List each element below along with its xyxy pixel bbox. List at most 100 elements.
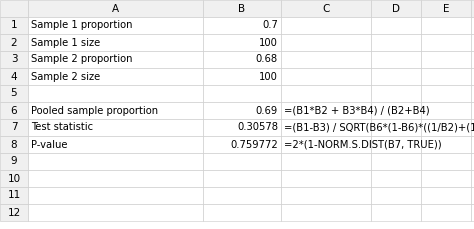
Text: Sample 2 proportion: Sample 2 proportion [31, 55, 133, 65]
Bar [28, 119, 203, 136]
Bar [203, 170, 281, 187]
Text: Sample 1 proportion: Sample 1 proportion [31, 21, 133, 30]
Bar [0, 34, 28, 51]
Bar [28, 34, 203, 51]
Bar [28, 204, 203, 221]
Text: 0.759772: 0.759772 [230, 139, 278, 150]
Text: 0.68: 0.68 [256, 55, 278, 65]
Bar [203, 204, 281, 221]
Bar [28, 187, 203, 204]
Bar [0, 102, 28, 119]
Bar [203, 102, 281, 119]
Bar [281, 17, 371, 34]
Bar [203, 85, 281, 102]
Text: 0.7: 0.7 [262, 21, 278, 30]
Bar [281, 34, 371, 51]
Bar [421, 204, 471, 221]
Bar [471, 136, 474, 153]
Bar [471, 102, 474, 119]
Bar [371, 170, 421, 187]
Bar [281, 51, 371, 68]
Bar [371, 153, 421, 170]
Bar [471, 17, 474, 34]
Bar [371, 119, 421, 136]
Text: D: D [392, 3, 400, 14]
Bar [0, 68, 28, 85]
Bar [371, 34, 421, 51]
Text: 100: 100 [259, 38, 278, 47]
Bar [371, 17, 421, 34]
Text: 1: 1 [11, 21, 18, 30]
Bar [421, 102, 471, 119]
Text: 10: 10 [8, 174, 20, 183]
Bar [281, 136, 371, 153]
Bar [371, 204, 421, 221]
Bar [203, 0, 281, 17]
Bar [471, 0, 474, 17]
Bar [281, 68, 371, 85]
Text: =(B1-B3) / SQRT(B6*(1-B6)*((1/B2)+(1/B4))): =(B1-B3) / SQRT(B6*(1-B6)*((1/B2)+(1/B4)… [284, 123, 474, 133]
Text: Sample 2 size: Sample 2 size [31, 71, 100, 82]
Bar [421, 119, 471, 136]
Bar [0, 170, 28, 187]
Bar [0, 51, 28, 68]
Bar [0, 136, 28, 153]
Text: B: B [238, 3, 246, 14]
Bar [471, 204, 474, 221]
Bar [281, 0, 371, 17]
Bar [28, 17, 203, 34]
Bar [281, 187, 371, 204]
Bar [421, 170, 471, 187]
Text: 7: 7 [11, 123, 18, 133]
Bar [471, 187, 474, 204]
Text: 5: 5 [11, 88, 18, 98]
Bar [421, 136, 471, 153]
Bar [28, 170, 203, 187]
Bar [203, 51, 281, 68]
Bar [371, 187, 421, 204]
Bar [371, 68, 421, 85]
Bar [28, 68, 203, 85]
Text: 3: 3 [11, 55, 18, 65]
Text: 12: 12 [8, 207, 21, 218]
Bar [0, 187, 28, 204]
Text: A: A [112, 3, 119, 14]
Bar [421, 51, 471, 68]
Bar [371, 51, 421, 68]
Text: 0.69: 0.69 [256, 106, 278, 115]
Bar [203, 153, 281, 170]
Bar [28, 85, 203, 102]
Bar [371, 0, 421, 17]
Text: Test statistic: Test statistic [31, 123, 93, 133]
Bar [371, 136, 421, 153]
Bar [203, 136, 281, 153]
Bar [471, 153, 474, 170]
Bar [0, 119, 28, 136]
Text: Sample 1 size: Sample 1 size [31, 38, 100, 47]
Bar [471, 119, 474, 136]
Bar [471, 170, 474, 187]
Bar [371, 85, 421, 102]
Bar [0, 85, 28, 102]
Bar [203, 68, 281, 85]
Bar [421, 34, 471, 51]
Text: 11: 11 [8, 191, 21, 201]
Bar [471, 85, 474, 102]
Text: =(B1*B2 + B3*B4) / (B2+B4): =(B1*B2 + B3*B4) / (B2+B4) [284, 106, 429, 115]
Bar [0, 153, 28, 170]
Bar [203, 17, 281, 34]
Bar [203, 119, 281, 136]
Bar [28, 51, 203, 68]
Bar [0, 0, 28, 17]
Bar [28, 0, 203, 17]
Bar [28, 153, 203, 170]
Text: E: E [443, 3, 449, 14]
Bar [28, 102, 203, 119]
Bar [421, 153, 471, 170]
Bar [421, 17, 471, 34]
Text: 2: 2 [11, 38, 18, 47]
Bar [421, 187, 471, 204]
Bar [421, 85, 471, 102]
Bar [203, 34, 281, 51]
Bar [471, 34, 474, 51]
